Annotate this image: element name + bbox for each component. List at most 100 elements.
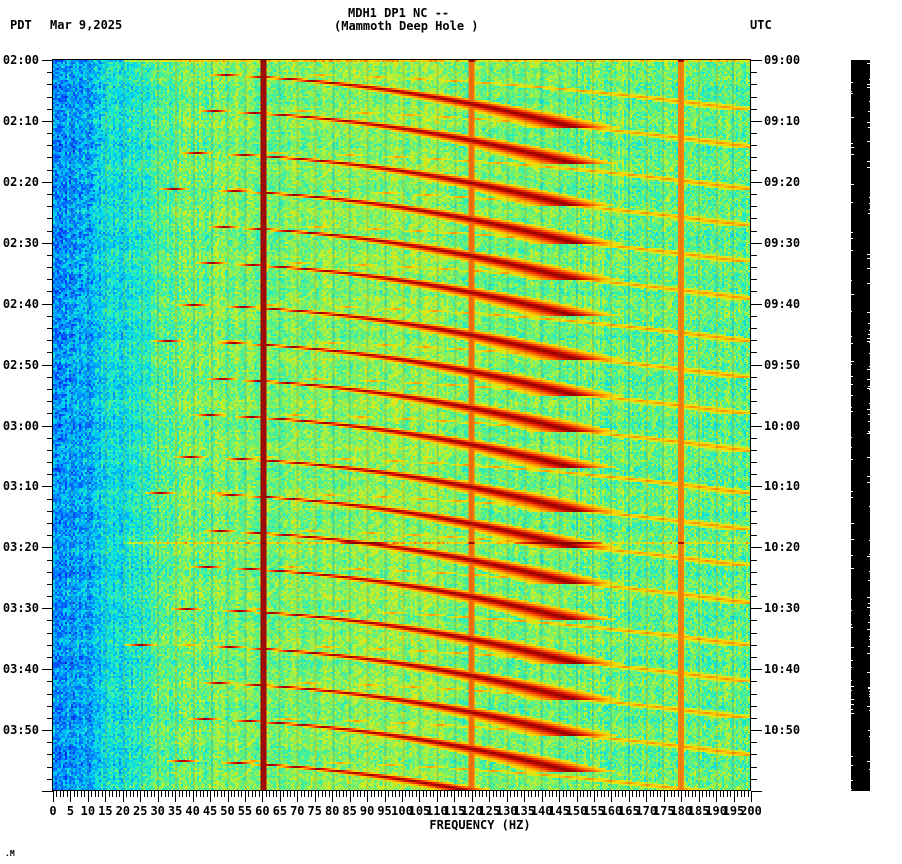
x-tick-minor [625, 791, 626, 797]
x-tick-minor [531, 791, 532, 797]
y-label-left: 02:20 [2, 175, 39, 189]
tick-minor [47, 572, 53, 573]
tick-minor [47, 267, 53, 268]
x-tick-minor [147, 791, 148, 797]
x-tick-major [664, 791, 665, 802]
x-tick-minor [674, 791, 675, 797]
x-tick-minor [458, 791, 459, 797]
x-axis-ticks [53, 791, 752, 803]
tick-major [751, 791, 762, 792]
tick-minor [751, 438, 757, 439]
tick-minor [47, 145, 53, 146]
y-label-right: 10:20 [764, 540, 801, 554]
x-tick-major [245, 791, 246, 802]
y-label-left: 03:50 [2, 723, 39, 737]
x-tick-minor [563, 791, 564, 797]
x-tick-major [367, 791, 368, 802]
x-tick-minor [161, 791, 162, 797]
x-tick-minor [632, 791, 633, 797]
x-tick-minor [608, 791, 609, 797]
x-label: 65 [272, 804, 288, 818]
x-tick-minor [119, 791, 120, 797]
y-label-right: 10:50 [764, 723, 801, 737]
x-tick-minor [63, 791, 64, 797]
y-label-left: 03:00 [2, 419, 39, 433]
x-tick-major [332, 791, 333, 802]
x-tick-minor [500, 791, 501, 797]
tick-major [42, 304, 53, 305]
tick-minor [751, 596, 757, 597]
tick-minor [751, 450, 757, 451]
x-tick-minor [660, 791, 661, 797]
x-tick-minor [643, 791, 644, 797]
tick-minor [47, 291, 53, 292]
x-tick-minor [465, 791, 466, 797]
x-label: 100 [391, 804, 413, 818]
x-tick-minor [468, 791, 469, 797]
x-label: 185 [687, 804, 710, 818]
x-label: 115 [443, 804, 466, 818]
tick-minor [751, 572, 757, 573]
x-tick-minor [276, 791, 277, 797]
tick-minor [47, 389, 53, 390]
tick-minor [47, 535, 53, 536]
tick-major [42, 547, 53, 548]
x-tick-minor [405, 791, 406, 797]
x-label: 30 [150, 804, 165, 818]
tick-minor [751, 474, 757, 475]
tick-major [42, 365, 53, 366]
y-label-right: 10:00 [764, 419, 801, 433]
x-tick-minor [573, 791, 574, 797]
axis-line-left [52, 60, 53, 791]
x-tick-major [350, 791, 351, 802]
x-tick-minor [329, 791, 330, 797]
x-tick-minor [207, 791, 208, 797]
tick-minor [751, 340, 757, 341]
x-label: 85 [342, 804, 357, 818]
x-tick-major [751, 791, 752, 802]
tick-minor [47, 218, 53, 219]
tick-minor [751, 328, 757, 329]
x-label: 95 [377, 804, 392, 818]
x-label: 35 [167, 804, 183, 818]
x-tick-minor [130, 791, 131, 797]
y-axis-ticks-left [41, 60, 53, 792]
x-tick-minor [622, 791, 623, 797]
x-label: 55 [237, 804, 253, 818]
x-tick-minor [109, 791, 110, 797]
x-label: 175 [652, 804, 675, 818]
x-tick-minor [433, 791, 434, 797]
page-subtitle: (Mammoth Deep Hole ) [334, 19, 479, 33]
x-tick-minor [514, 791, 515, 797]
x-tick-minor [234, 791, 235, 797]
x-tick-major [699, 791, 700, 802]
x-tick-minor [503, 791, 504, 797]
x-tick-minor [486, 791, 487, 797]
x-tick-minor [678, 791, 679, 797]
y-label-left: 03:40 [2, 662, 39, 676]
x-tick-minor [56, 791, 57, 797]
tick-minor [47, 352, 53, 353]
tick-minor [47, 474, 53, 475]
tick-major [751, 669, 762, 670]
x-tick-minor [311, 791, 312, 797]
tick-minor [47, 340, 53, 341]
x-tick-minor [266, 791, 267, 797]
x-tick-major [419, 791, 420, 802]
x-tick-minor [203, 791, 204, 797]
corner-artifact: .M [5, 849, 15, 858]
tick-minor [47, 97, 53, 98]
x-tick-minor [597, 791, 598, 797]
axis-line-top [52, 59, 751, 60]
tick-minor [751, 133, 757, 134]
x-tick-minor [702, 791, 703, 797]
x-tick-minor [364, 791, 365, 797]
tick-minor [47, 694, 53, 695]
x-axis-labels: 0 5 10 15 20 25 30 35 40 45 50 55 60 65 70 75 80 85 90 95 10… [0, 804, 902, 820]
x-label: 165 [618, 804, 640, 818]
tick-minor [751, 645, 757, 646]
y-label-left: 02:30 [2, 236, 39, 250]
tick-minor [47, 157, 53, 158]
x-tick-minor [723, 791, 724, 797]
x-tick-minor [374, 791, 375, 797]
